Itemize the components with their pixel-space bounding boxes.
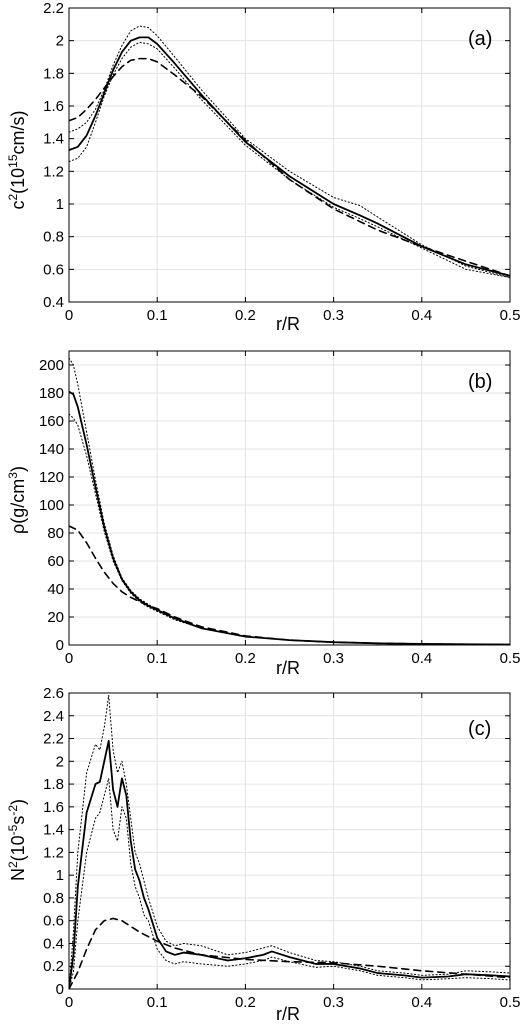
- y-tick-label: 0.6: [43, 261, 64, 278]
- y-tick-label: 0.8: [43, 229, 64, 246]
- plot-area-c: [69, 693, 510, 989]
- panel-c: 0 0.1 0.2 0.3 0.4 0.5 0 0.2 0.4 0.6 0.8 1 1.2 1.4 1.6 1…: [6, 685, 520, 1024]
- y-tick-label: 1.4: [43, 131, 64, 148]
- series-line-dotted: [69, 777, 510, 989]
- series-line-dashed: [69, 917, 510, 989]
- x-tick-label: 0.3: [323, 307, 344, 324]
- x-tick-label: 0.3: [323, 650, 344, 667]
- y-tick-label: 1: [56, 867, 64, 884]
- x-tick-label: 0.5: [500, 650, 521, 667]
- series-line-dashed: [69, 57, 510, 277]
- y-tick-label: 0: [56, 637, 64, 654]
- y-tick-label: 200: [39, 357, 64, 374]
- series-line-dotted: [69, 694, 510, 989]
- series-line-dotted: [69, 41, 510, 278]
- y-tick-label: 2: [56, 753, 64, 770]
- axes-frame-c: [68, 692, 511, 990]
- x-tick-label: 0.4: [411, 994, 432, 1011]
- x-tick-label: 0.4: [411, 307, 432, 324]
- x-tick-label: 0.5: [500, 307, 521, 324]
- y-tick-label: 1.6: [43, 799, 64, 816]
- y-tick-label: 80: [47, 525, 64, 542]
- y-tick-label: 2: [56, 33, 64, 50]
- y-tick-label: 0.6: [43, 913, 64, 930]
- y-tick-label: 0: [56, 981, 64, 998]
- x-tick-label: 0.1: [147, 307, 168, 324]
- series-line-dotted: [69, 25, 510, 278]
- series-line-dotted: [69, 357, 510, 645]
- y-tick-label: 0.4: [43, 294, 64, 311]
- x-tick-label: 0.2: [235, 994, 256, 1011]
- y-tick-label: 1.8: [43, 776, 64, 793]
- series-line-solid: [69, 739, 510, 989]
- y-tick-label: 60: [47, 553, 64, 570]
- series-group-b: [69, 357, 510, 645]
- panel-label-c: (c): [468, 718, 491, 740]
- y-tick-label: 20: [47, 609, 64, 626]
- x-axis-title-a: r/R: [276, 314, 300, 334]
- y-tick-label: 2.2: [43, 731, 64, 748]
- y-tick-label: 140: [39, 441, 64, 458]
- x-tick-label: 0.1: [147, 994, 168, 1011]
- y-tick-label: 120: [39, 469, 64, 486]
- y-tick-label: 1.2: [43, 163, 64, 180]
- y-tick-label: 0.2: [43, 958, 64, 975]
- plot-area-b: [69, 351, 510, 645]
- x-tick-label: 0: [65, 307, 73, 324]
- y-tick-label: 40: [47, 581, 64, 598]
- x-tick-label: 0: [65, 650, 73, 667]
- x-tick-label: 0.3: [323, 994, 344, 1011]
- panel-label-a: (a): [468, 28, 492, 50]
- series-group-a: [69, 25, 510, 278]
- axes-frame-a: [68, 7, 511, 303]
- axes-frame-b: [68, 350, 511, 646]
- y-tick-label: 100: [39, 497, 64, 514]
- y-tick-label: 1.8: [43, 65, 64, 82]
- y-tick-label: 2.4: [43, 708, 64, 725]
- y-tick-label: 0.4: [43, 935, 64, 952]
- y-axis-title-b: ρ(g/cm3): [6, 466, 28, 534]
- x-axis-title-c: r/R: [276, 1004, 300, 1024]
- panel-b: 0 0.1 0.2 0.3 0.4 0.5 0 20 40 60 80 100 120 140 160 180…: [6, 350, 521, 678]
- y-tick-label: 0.8: [43, 890, 64, 907]
- y-tick-label: 180: [39, 385, 64, 402]
- series-line-solid: [69, 36, 510, 277]
- x-tick-label: 0.1: [147, 650, 168, 667]
- series-group-c: [69, 694, 510, 989]
- x-tick-label: 0.2: [235, 650, 256, 667]
- y-tick-label: 1.6: [43, 98, 64, 115]
- y-tick-label: 1.2: [43, 844, 64, 861]
- y-axis-title-c: N2(10-5s-2): [6, 799, 28, 881]
- y-tick-label: 1.4: [43, 822, 64, 839]
- y-tick-label: 2.6: [43, 685, 64, 702]
- x-axis-title-b: r/R: [276, 658, 300, 678]
- x-tick-label: 0.2: [235, 307, 256, 324]
- plot-area-a: [69, 8, 510, 302]
- x-tick-label: 0: [65, 994, 73, 1011]
- x-tick-label: 0.4: [411, 650, 432, 667]
- y-tick-label: 2.2: [43, 0, 64, 17]
- y-tick-label: 1: [56, 196, 64, 213]
- y-tick-label: 160: [39, 413, 64, 430]
- y-axis-title-a: c2(1015cm/s): [6, 110, 28, 209]
- panel-label-b: (b): [468, 371, 492, 393]
- panel-a: 0 0.1 0.2 0.3 0.4 0.5 0.4 0.6 0.8 1 1.2 1.4 1.6 1.8 2 2…: [6, 0, 520, 334]
- x-tick-label: 0.5: [500, 994, 521, 1011]
